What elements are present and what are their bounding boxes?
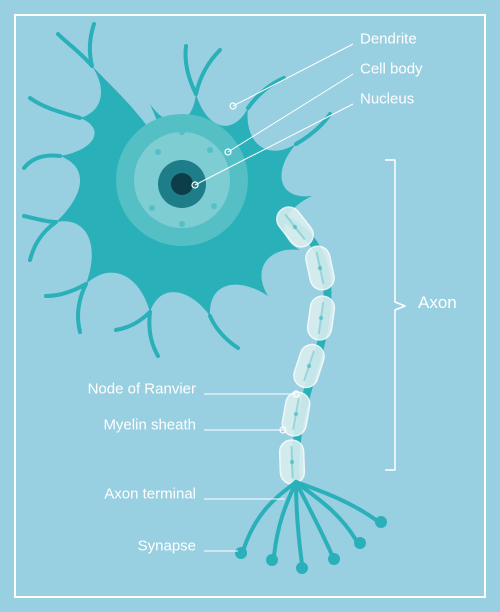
label-axon: Axon bbox=[418, 293, 457, 312]
dendrite-tip bbox=[58, 24, 94, 66]
axon-terminal bbox=[296, 482, 356, 540]
dendrite-tip bbox=[210, 316, 238, 348]
synapse bbox=[328, 553, 340, 565]
nucleolus bbox=[171, 173, 193, 195]
label-axon_terminal: Axon terminal bbox=[104, 485, 196, 502]
dendrite-tip bbox=[116, 312, 158, 356]
synapse bbox=[375, 516, 387, 528]
dendrite-tip bbox=[24, 216, 56, 260]
diagram-frame: Dendrite Cell body Nucleus Axon Node of Ranv… bbox=[0, 0, 500, 612]
axon-bracket bbox=[385, 160, 405, 470]
myelin-segment bbox=[304, 244, 337, 292]
myelin-segment bbox=[279, 440, 305, 485]
synapse bbox=[296, 562, 308, 574]
axon-terminal bbox=[244, 482, 296, 548]
leader-dendrite bbox=[233, 44, 353, 106]
synapse bbox=[266, 554, 278, 566]
label-nucleus: Nucleus bbox=[360, 90, 414, 107]
label-myelin_sheath: Myelin sheath bbox=[103, 416, 196, 433]
label-synapse: Synapse bbox=[138, 537, 196, 554]
dendrite-tip bbox=[46, 284, 86, 332]
label-cell_body: Cell body bbox=[360, 60, 423, 77]
synapse bbox=[235, 547, 247, 559]
synapse bbox=[354, 537, 366, 549]
myelin-segment bbox=[306, 295, 336, 342]
label-dendrite: Dendrite bbox=[360, 30, 417, 47]
myelin-segment bbox=[291, 341, 327, 390]
dendrite-tip bbox=[30, 98, 80, 118]
dendrite-tip bbox=[24, 156, 60, 169]
label-node_ranvier: Node of Ranvier bbox=[88, 380, 196, 397]
dendrite-tip bbox=[185, 46, 220, 94]
neuron-diagram: Dendrite Cell body Nucleus Axon Node of Ranv… bbox=[0, 0, 500, 612]
